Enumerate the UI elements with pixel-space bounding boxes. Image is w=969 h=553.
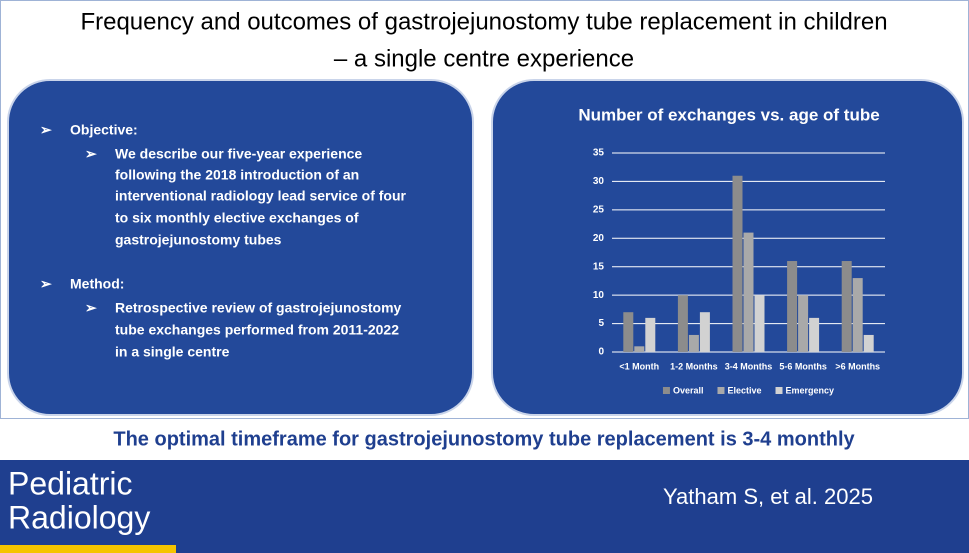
citation: Yatham S, et al. 2025: [663, 484, 873, 509]
bar: [809, 317, 820, 352]
bar: [645, 317, 656, 352]
bar: [634, 346, 645, 352]
x-tick-label: 5-6 Months: [779, 361, 827, 371]
text-line: in a single centre: [115, 344, 230, 360]
footer-band: [0, 460, 969, 553]
bullet: ➢: [40, 276, 52, 292]
y-tick-label: 30: [593, 176, 605, 187]
bar: [677, 295, 688, 352]
chart: 0 5 10 15 20 25 30 35 <1 Month 1-2 Months 3-4 Mont…: [593, 148, 885, 395]
text-line: interventional radiology lead service of…: [115, 188, 407, 204]
summary: ➢ Objective: ➢ We describe our five-year…: [40, 122, 407, 360]
legend-swatch: [662, 387, 670, 394]
summary-panel: [7, 79, 474, 416]
text-line: gastrojejunostomy tubes: [115, 232, 282, 248]
text-line: tube exchanges performed from 2011-2022: [115, 322, 399, 338]
bullet: ➢: [40, 122, 52, 138]
chart-title: Number of exchanges vs. age of tube: [578, 105, 879, 124]
bar: [743, 232, 754, 352]
text-line: to six monthly elective exchanges of: [115, 210, 359, 226]
bullet: ➢: [85, 300, 97, 316]
y-tick-label: 0: [598, 347, 604, 358]
y-tick-label: 5: [598, 318, 604, 329]
legend-swatch: [717, 387, 725, 394]
legend-swatch: [775, 387, 783, 394]
y-tick-label: 10: [593, 290, 605, 301]
text-line: Retrospective review of gastrojejunostom…: [115, 300, 402, 316]
text-line: following the 2018 introduction of an: [115, 167, 359, 183]
y-tick-label: 15: [593, 261, 605, 272]
heading: Objective:: [70, 122, 138, 138]
journal-name: Radiology: [8, 499, 150, 535]
y-tick-label: 20: [593, 233, 605, 244]
legend-label: Emergency: [786, 385, 835, 395]
x-tick-label: <1 Month: [619, 361, 659, 371]
y-tick-label: 25: [593, 204, 605, 215]
title-line: – a single centre experience: [334, 45, 634, 72]
x-tick-label: >6 Months: [835, 361, 880, 371]
x-tick-label: 3-4 Months: [725, 361, 773, 371]
bullet: ➢: [85, 146, 97, 162]
bar: [798, 295, 809, 352]
bar: [852, 278, 863, 352]
legend-label: Elective: [727, 385, 761, 395]
heading: Method:: [70, 276, 124, 292]
text-line: We describe our five-year experience: [115, 146, 362, 162]
bar: [787, 261, 798, 352]
bar: [863, 334, 874, 352]
conclusion: The optimal timeframe for gastrojejunost…: [113, 428, 855, 450]
bar: [688, 334, 699, 352]
bar: [699, 312, 710, 352]
bar: [732, 175, 743, 352]
y-tick-label: 35: [593, 148, 605, 159]
journal-accent: [0, 545, 176, 553]
bar: [754, 295, 765, 352]
legend-label: Overall: [673, 385, 704, 395]
x-tick-label: 1-2 Months: [670, 361, 718, 371]
bar: [841, 261, 852, 352]
title-line: Frequency and outcomes of gastrojejunost…: [80, 8, 887, 35]
journal-name: Pediatric: [8, 465, 133, 501]
bar: [623, 312, 634, 352]
